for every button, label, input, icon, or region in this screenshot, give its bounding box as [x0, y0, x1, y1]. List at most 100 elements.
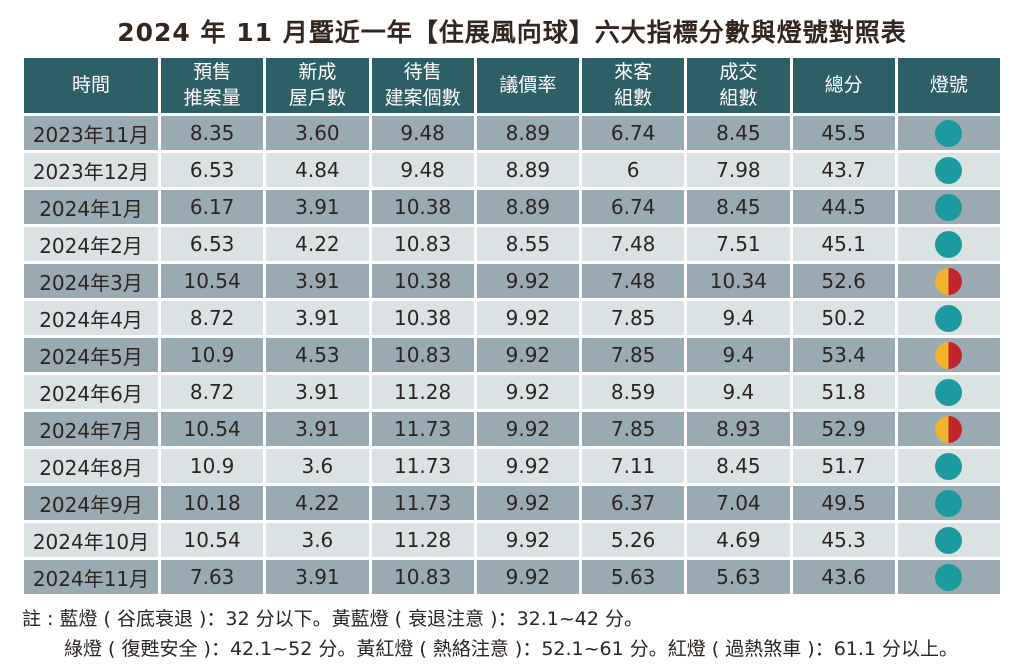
table-row: 2024年6月 8.72 3.91 11.28 9.92 8.59 9.4 51.8 [24, 375, 1000, 410]
value-cell: 10.18 [161, 486, 264, 521]
time-cell: 2024年5月 [24, 338, 158, 373]
light-cell [897, 301, 1000, 336]
value-cell: 45.3 [792, 523, 895, 558]
time-cell: 2024年4月 [24, 301, 158, 336]
value-cell: 7.04 [687, 486, 790, 521]
signal-light-green-icon [935, 378, 963, 406]
value-cell: 10.38 [371, 301, 474, 336]
value-cell: 6.53 [161, 227, 264, 262]
table-row: 2024年7月 10.54 3.91 11.73 9.92 7.85 8.93 52.9 [24, 412, 1000, 447]
value-cell: 4.84 [266, 153, 369, 188]
value-cell: 3.91 [266, 264, 369, 299]
value-cell: 9.92 [476, 449, 579, 484]
time-cell: 2024年7月 [24, 412, 158, 447]
table-row: 2024年11月 7.63 3.91 10.83 9.92 5.63 5.63 43.6 [24, 560, 1000, 595]
value-cell: 3.60 [266, 116, 369, 151]
value-cell: 44.5 [792, 190, 895, 225]
value-cell: 10.9 [161, 338, 264, 373]
value-cell: 5.63 [687, 560, 790, 595]
signal-light-green-icon [935, 563, 963, 591]
value-cell: 8.93 [687, 412, 790, 447]
time-cell: 2024年3月 [24, 264, 158, 299]
table-row: 2024年1月 6.17 3.91 10.38 8.89 6.74 8.45 44.5 [24, 190, 1000, 225]
value-cell: 4.53 [266, 338, 369, 373]
value-cell: 9.92 [476, 375, 579, 410]
signal-light-green-icon [935, 193, 963, 221]
value-cell: 8.35 [161, 116, 264, 151]
value-cell: 7.98 [687, 153, 790, 188]
value-cell: 7.85 [582, 301, 685, 336]
value-cell: 8.89 [476, 116, 579, 151]
table-row: 2023年12月 6.53 4.84 9.48 8.89 6 7.98 43.7 [24, 153, 1000, 188]
table-row: 2024年8月 10.9 3.6 11.73 9.92 7.11 8.45 51.7 [24, 449, 1000, 484]
value-cell: 4.22 [266, 227, 369, 262]
value-cell: 8.72 [161, 301, 264, 336]
value-cell: 10.38 [371, 190, 474, 225]
value-cell: 10.54 [161, 264, 264, 299]
value-cell: 8.55 [476, 227, 579, 262]
light-cell [897, 375, 1000, 410]
value-cell: 3.91 [266, 412, 369, 447]
value-cell: 6.53 [161, 153, 264, 188]
column-header-transaction-groups: 成交 組數 [687, 58, 790, 114]
value-cell: 9.92 [476, 264, 579, 299]
value-cell: 10.83 [371, 227, 474, 262]
value-cell: 45.5 [792, 116, 895, 151]
value-cell: 10.9 [161, 449, 264, 484]
value-cell: 43.6 [792, 560, 895, 595]
value-cell: 9.92 [476, 412, 579, 447]
signal-light-yellow-red-icon [935, 267, 963, 295]
value-cell: 10.54 [161, 412, 264, 447]
time-cell: 2024年1月 [24, 190, 158, 225]
value-cell: 6.74 [582, 190, 685, 225]
value-cell: 6.37 [582, 486, 685, 521]
value-cell: 6.74 [582, 116, 685, 151]
signal-light-yellow-red-icon [935, 341, 963, 369]
light-cell [897, 116, 1000, 151]
value-cell: 9.92 [476, 301, 579, 336]
value-cell: 6.17 [161, 190, 264, 225]
value-cell: 8.72 [161, 375, 264, 410]
value-cell: 9.48 [371, 116, 474, 151]
value-cell: 7.85 [582, 338, 685, 373]
value-cell: 50.2 [792, 301, 895, 336]
value-cell: 9.4 [687, 375, 790, 410]
column-header-time: 時間 [24, 58, 158, 114]
footnote-line-1: 註 : 藍燈 ( 谷底衰退 )：32 分以下。黃藍燈 ( 衰退注意 )：32.1… [22, 608, 644, 631]
value-cell: 7.85 [582, 412, 685, 447]
table-row: 2024年9月 10.18 4.22 11.73 9.92 6.37 7.04 49.5 [24, 486, 1000, 521]
signal-light-green-icon [935, 526, 963, 554]
value-cell: 8.89 [476, 190, 579, 225]
signal-light-yellow-red-icon [935, 415, 963, 443]
value-cell: 49.5 [792, 486, 895, 521]
light-cell [897, 523, 1000, 558]
table-body: 2023年11月 8.35 3.60 9.48 8.89 6.74 8.45 45.5 2023… [24, 116, 1000, 595]
value-cell: 3.91 [266, 375, 369, 410]
value-cell: 5.63 [582, 560, 685, 595]
column-header-negotiation-rate: 議價率 [476, 58, 579, 114]
value-cell: 8.89 [476, 153, 579, 188]
light-cell [897, 264, 1000, 299]
value-cell: 5.26 [582, 523, 685, 558]
time-cell: 2024年6月 [24, 375, 158, 410]
footnote-line-2: 綠燈 ( 復甦安全 )：42.1~52 分。黃紅燈 ( 熱絡注意 )：52.1~… [64, 637, 959, 660]
value-cell: 8.45 [687, 116, 790, 151]
value-cell: 11.28 [371, 375, 474, 410]
signal-light-green-icon [935, 156, 963, 184]
signal-light-green-icon [935, 304, 963, 332]
value-cell: 53.4 [792, 338, 895, 373]
value-cell: 8.45 [687, 190, 790, 225]
table-row: 2023年11月 8.35 3.60 9.48 8.89 6.74 8.45 45.5 [24, 116, 1000, 151]
signal-light-green-icon [935, 452, 963, 480]
table-row: 2024年5月 10.9 4.53 10.83 9.92 7.85 9.4 53.4 [24, 338, 1000, 373]
footnotes: 註 : 藍燈 ( 谷底衰退 )：32 分以下。黃藍燈 ( 衰退注意 )：32.1… [22, 605, 1024, 664]
light-cell [897, 190, 1000, 225]
value-cell: 43.7 [792, 153, 895, 188]
signal-light-green-icon [935, 489, 963, 517]
value-cell: 8.59 [582, 375, 685, 410]
header-row: 時間 預售 推案量 新成 屋戶數 待售 建案個數 議價率 來客 組數 成交 組數 總分 燈號 [24, 58, 1000, 114]
time-cell: 2024年8月 [24, 449, 158, 484]
light-cell [897, 560, 1000, 595]
value-cell: 4.69 [687, 523, 790, 558]
value-cell: 10.34 [687, 264, 790, 299]
